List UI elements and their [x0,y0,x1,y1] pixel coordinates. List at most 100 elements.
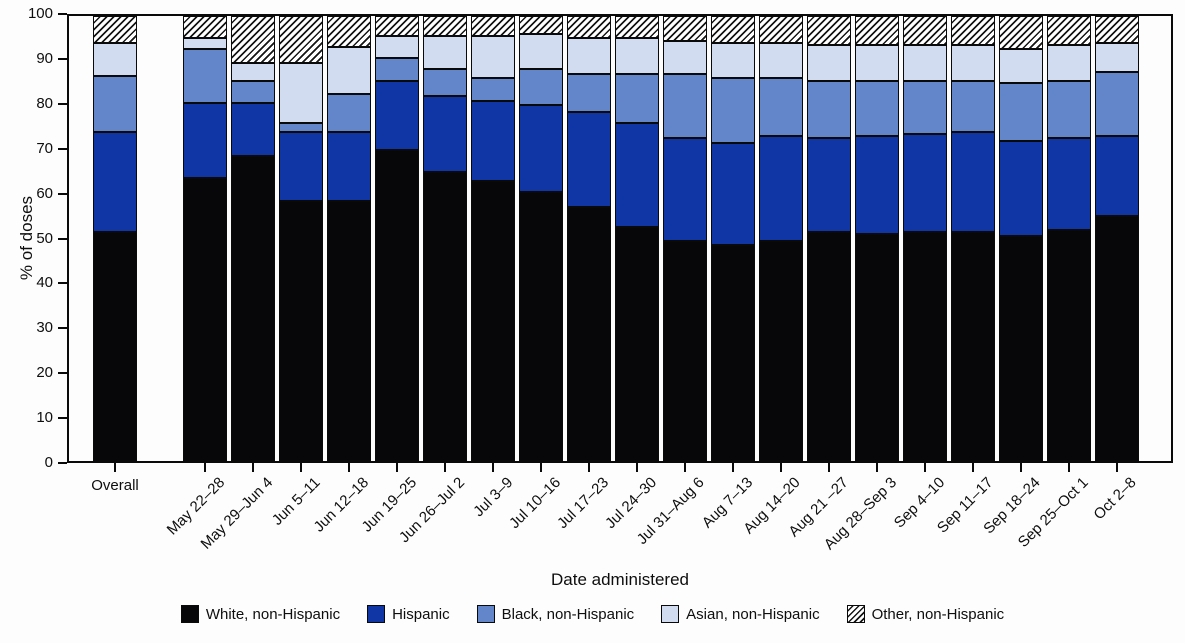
bar-segment [615,16,659,39]
bar-segment [567,73,611,112]
x-tick [924,463,926,472]
bar-segment [807,44,851,81]
bar-segment [519,33,563,70]
legend-swatch [476,605,495,623]
bar [807,16,851,461]
bar-segment [375,16,419,37]
x-tick-label: Overall [91,477,139,494]
bar-segment [471,16,515,37]
bar-segment [951,231,995,461]
x-tick [348,463,350,472]
y-tick [58,192,67,195]
bar-segment [327,93,371,132]
y-tick [58,372,67,375]
bar-segment [279,122,323,132]
bar-segment [423,16,467,37]
plot-area [67,14,1173,463]
bar-segment [759,240,803,461]
y-tick [58,327,67,330]
bar-segment [615,227,659,461]
bar-segment [1047,80,1091,139]
bar-segment [423,96,467,172]
y-tick-label: 50 [36,229,53,247]
legend-swatch [180,605,199,623]
bar-segment [1095,136,1139,217]
bar-segment [471,36,515,79]
bar [423,16,467,461]
x-tick [252,463,254,472]
bar-segment [1095,42,1139,72]
bar-segment [951,44,995,81]
y-tick-label: 30 [36,319,53,337]
y-axis: 0 10 20 30 40 50 60 70 80 90 100 [0,5,67,471]
bar [999,16,1043,461]
bar-segment [951,16,995,45]
bar-segment [375,80,419,150]
legend-item: White, non-Hispanic [180,605,341,623]
bar-segment [999,49,1043,83]
x-tick [300,463,302,472]
y-tick [58,102,67,105]
bar [615,16,659,461]
bar [759,16,803,461]
x-tick [684,463,686,472]
x-tick [972,463,974,472]
bar-segment [423,36,467,70]
y-tick-label: 40 [36,274,53,292]
legend-label: White, non-Hispanic [205,605,341,623]
bar-segment [903,16,947,45]
bar-segment [231,102,275,157]
bar-segment [519,105,563,192]
bar-segment [567,207,611,461]
bar-segment [807,80,851,139]
bar-segment [951,80,995,132]
bar-segment [663,240,707,461]
bar-segment [93,76,137,132]
bar-segment [327,16,371,48]
bar-segment [855,234,899,461]
bar-segment [93,131,137,232]
x-tick [588,463,590,472]
bar-segment [999,236,1043,461]
bar-segment [519,16,563,34]
y-tick [58,462,67,464]
legend-swatch [367,605,386,623]
bar-segment [855,136,899,235]
legend: White, non-Hispanic Hispanic Black, non-Hi… [0,605,1185,623]
legend-item: Asian, non-Hispanic [661,605,820,623]
x-tick [732,463,734,472]
y-tick-label: 90 [36,49,53,67]
bar-segment [951,131,995,232]
y-tick-label: 70 [36,139,53,157]
bar-segment [1095,16,1139,43]
bar-segment [663,73,707,139]
y-tick [58,57,67,60]
x-tick [1068,463,1070,472]
bar-segment [711,42,755,79]
y-tick-label: 20 [36,364,53,382]
bar [183,16,227,461]
legend-swatch [846,605,865,623]
bar-segment [807,231,851,461]
x-tick-label: Jul 17–23 [553,474,613,533]
bar [951,16,995,461]
bar-segment [327,131,371,201]
y-tick [58,147,67,150]
y-tick [58,417,67,420]
bar-segment [231,62,275,81]
x-tick-label: Oct 2–8 [1090,474,1141,524]
bar-segment [375,36,419,59]
bar-segment [423,69,467,97]
bar-segment [759,16,803,43]
bar-segment [759,78,803,137]
bar-segment [711,245,755,461]
legend-label: Hispanic [392,605,450,623]
x-tick-label: Jul 10–16 [505,474,565,533]
x-tick [396,463,398,472]
bar-segment [375,149,419,461]
bar-segment [1095,216,1139,461]
y-tick [58,13,67,15]
bar [231,16,275,461]
x-tick [204,463,206,472]
y-tick-label: 10 [36,409,53,427]
